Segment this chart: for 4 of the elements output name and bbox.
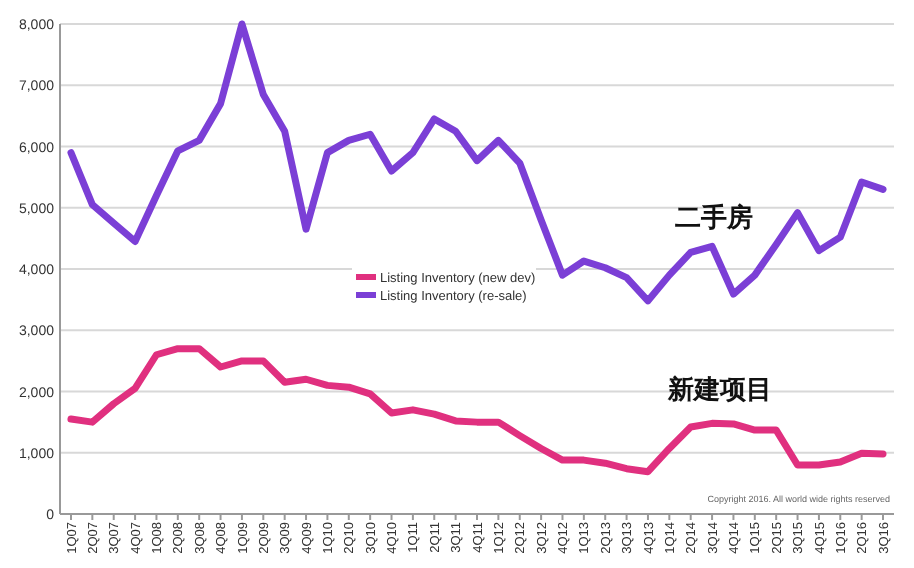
annotation: 新建项目 bbox=[666, 374, 772, 404]
line-series bbox=[67, 20, 887, 305]
annotation: 二手房 bbox=[675, 202, 753, 232]
line-series bbox=[67, 345, 887, 476]
